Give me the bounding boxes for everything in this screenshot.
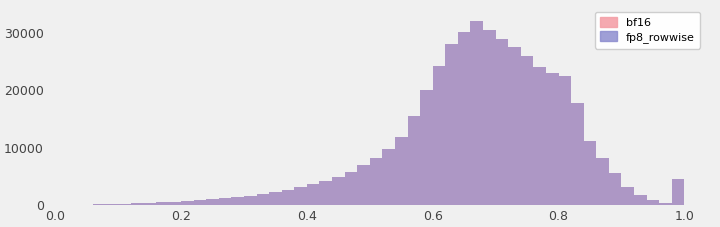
Bar	[131, 203, 143, 205]
Bar	[408, 116, 420, 205]
Bar	[269, 192, 282, 205]
Bar	[143, 203, 156, 205]
Bar	[332, 177, 345, 205]
Bar	[106, 204, 118, 205]
Bar	[559, 76, 571, 205]
Bar	[395, 137, 408, 205]
Bar	[408, 116, 420, 205]
Bar	[546, 73, 559, 205]
Bar	[470, 21, 483, 205]
Bar	[244, 196, 256, 205]
Bar	[584, 141, 596, 205]
Bar	[345, 172, 357, 205]
Bar	[194, 200, 206, 205]
Bar	[382, 149, 395, 205]
Bar	[534, 67, 546, 205]
Bar	[470, 21, 483, 205]
Bar	[660, 203, 672, 205]
Bar	[458, 32, 470, 205]
Bar	[672, 179, 685, 205]
Bar	[93, 204, 106, 205]
Bar	[181, 201, 194, 205]
Bar	[458, 32, 470, 205]
Bar	[433, 66, 445, 205]
Bar	[93, 204, 106, 205]
Bar	[647, 200, 660, 205]
Bar	[508, 47, 521, 205]
Bar	[534, 67, 546, 205]
Bar	[433, 66, 445, 205]
Bar	[181, 201, 194, 205]
Bar	[370, 158, 382, 205]
Bar	[420, 90, 433, 205]
Bar	[357, 165, 370, 205]
Bar	[495, 39, 508, 205]
Bar	[420, 90, 433, 205]
Bar	[282, 190, 294, 205]
Bar	[445, 44, 458, 205]
Legend: bf16, fp8_rowwise: bf16, fp8_rowwise	[595, 12, 701, 49]
Bar	[621, 187, 634, 205]
Bar	[106, 204, 118, 205]
Bar	[382, 149, 395, 205]
Bar	[194, 200, 206, 205]
Bar	[219, 198, 231, 205]
Bar	[332, 177, 345, 205]
Bar	[168, 202, 181, 205]
Bar	[307, 184, 320, 205]
Bar	[206, 199, 219, 205]
Bar	[584, 141, 596, 205]
Bar	[320, 181, 332, 205]
Bar	[143, 203, 156, 205]
Bar	[156, 202, 168, 205]
Bar	[131, 203, 143, 205]
Bar	[445, 44, 458, 205]
Bar	[294, 187, 307, 205]
Bar	[156, 202, 168, 205]
Bar	[521, 56, 534, 205]
Bar	[357, 165, 370, 205]
Bar	[269, 192, 282, 205]
Bar	[571, 103, 584, 205]
Bar	[596, 158, 609, 205]
Bar	[231, 197, 244, 205]
Bar	[483, 30, 495, 205]
Bar	[244, 196, 256, 205]
Bar	[571, 103, 584, 205]
Bar	[647, 200, 660, 205]
Bar	[168, 202, 181, 205]
Bar	[320, 181, 332, 205]
Bar	[508, 47, 521, 205]
Bar	[495, 39, 508, 205]
Bar	[559, 76, 571, 205]
Bar	[231, 197, 244, 205]
Bar	[596, 158, 609, 205]
Bar	[483, 30, 495, 205]
Bar	[294, 187, 307, 205]
Bar	[256, 194, 269, 205]
Bar	[634, 195, 647, 205]
Bar	[609, 173, 621, 205]
Bar	[345, 172, 357, 205]
Bar	[634, 195, 647, 205]
Bar	[672, 179, 685, 205]
Bar	[370, 158, 382, 205]
Bar	[621, 187, 634, 205]
Bar	[118, 204, 131, 205]
Bar	[521, 56, 534, 205]
Bar	[219, 198, 231, 205]
Bar	[609, 173, 621, 205]
Bar	[395, 137, 408, 205]
Bar	[307, 184, 320, 205]
Bar	[206, 199, 219, 205]
Bar	[660, 203, 672, 205]
Bar	[118, 204, 131, 205]
Bar	[546, 73, 559, 205]
Bar	[282, 190, 294, 205]
Bar	[256, 194, 269, 205]
